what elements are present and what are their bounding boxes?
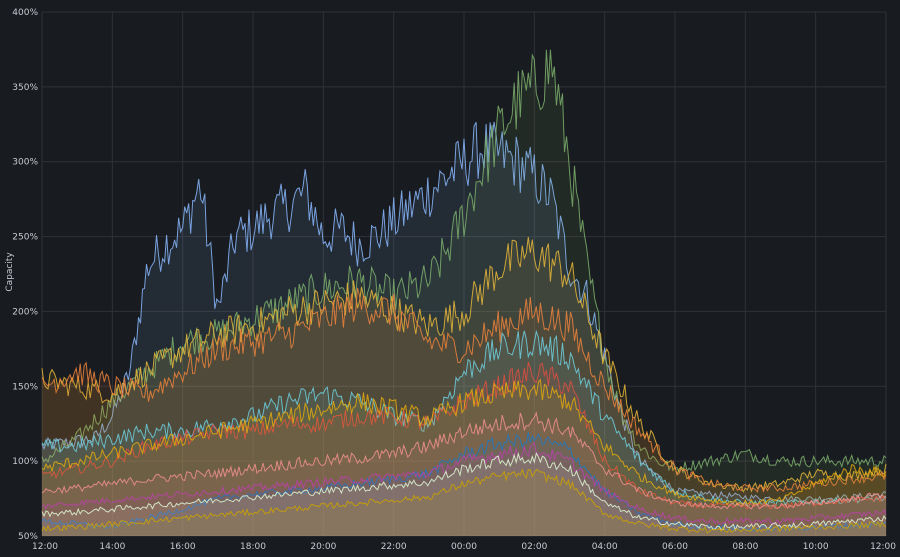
y-tick-label: 250% [12,233,38,243]
series-line [41,287,887,493]
series-area [42,412,886,536]
series-line [41,468,887,534]
series-line [41,432,887,533]
x-tick-label: 18:00 [240,542,266,552]
series-area [42,379,886,536]
y-tick-label: 400% [12,8,38,18]
series-line [41,121,887,503]
series-line [41,378,887,507]
series-line [41,236,887,493]
x-tick-label: 10:00 [803,542,829,552]
series-area [42,237,886,536]
series-area [42,330,886,536]
series-area [42,287,886,536]
x-tick-label: 02:00 [521,542,547,552]
x-tick-label: 00:00 [451,542,477,552]
x-tick-label: 06:00 [662,542,688,552]
series-area [42,121,886,537]
x-tick-label: 04:00 [592,542,618,552]
series-area [42,469,886,536]
series-line [41,441,887,525]
y-tick-label: 100% [12,457,38,467]
y-tick-label: 350% [12,83,38,93]
x-tick-label: 14:00 [99,542,125,552]
series-area [42,453,886,536]
series-layer [41,49,887,537]
y-tick-label: 50% [18,532,38,542]
series-area [42,361,886,536]
series-line [41,49,887,474]
series-line [41,329,887,508]
y-tick-label: 150% [12,382,38,392]
series-line [41,411,887,510]
x-tick-label: 08:00 [732,542,758,552]
x-tick-label: 22:00 [381,542,407,552]
x-tick-label: 12:00 [32,542,58,552]
x-tick-label: 20:00 [310,542,336,552]
x-tick-label: 12:00 [870,542,896,552]
series-area [42,442,886,536]
y-tick-label: 300% [12,158,38,168]
series-line [41,451,887,532]
series-line [41,361,887,510]
axes: 50% 100% 150% 200% 250% 300% 350% 400% 12:00 14:0… [12,8,896,552]
y-tick-label: 200% [12,307,38,317]
x-tick-label: 16:00 [170,542,196,552]
y-axis-title: Capacity [5,252,15,292]
series-area [42,49,886,536]
series-area [42,432,886,536]
